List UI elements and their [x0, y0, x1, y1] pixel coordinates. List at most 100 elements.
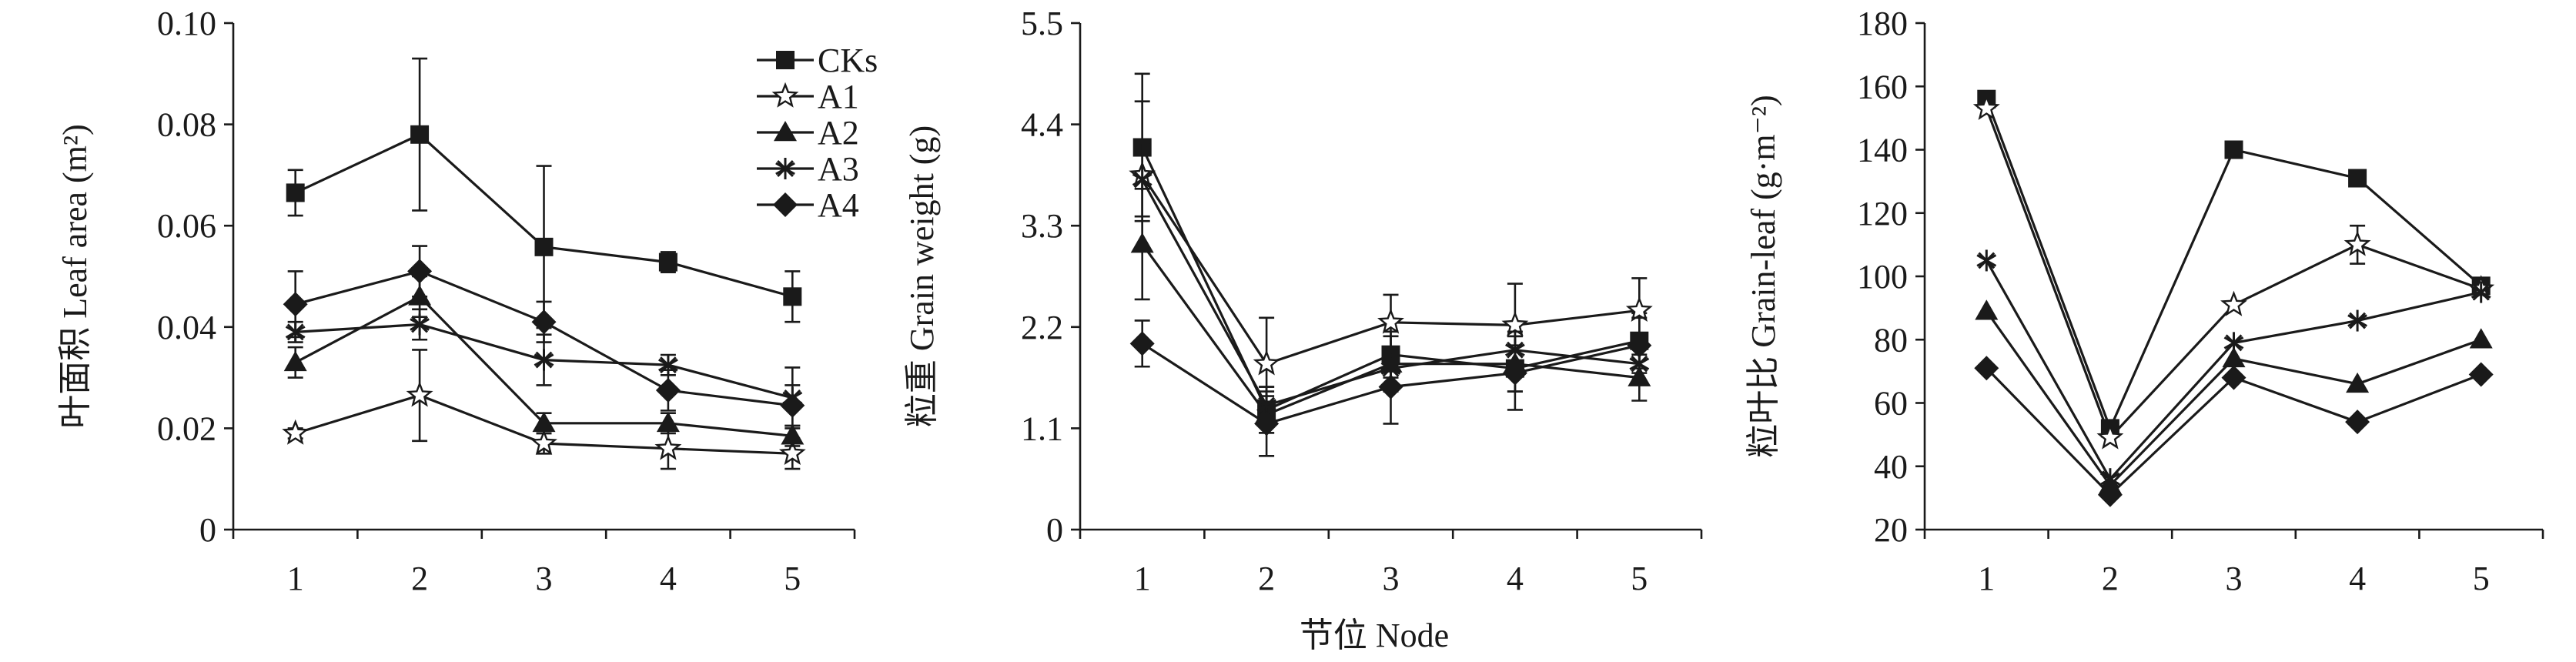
panel-3-y-axis-title: 粒叶比 Grain-leaf (g·m⁻²) [1745, 95, 1782, 457]
panel-1-point-a4 [531, 309, 557, 335]
panel-1-x-tick-label: 5 [784, 560, 801, 597]
panel-1-point-cks [783, 287, 802, 306]
chart-panel-2: 0 1.1 2.2 3.3 4.4 5.5 1 2 3 4 5 粒重 Grain weight (g) [903, 5, 1703, 597]
panel-3-y-tick-label: 20 [1874, 511, 1908, 549]
panel-1-point-a4 [283, 292, 308, 317]
panel-3-y-tick-label: 120 [1857, 195, 1908, 232]
panel-1-point-a4 [655, 378, 681, 403]
panel-3-x-tick-label: 3 [2226, 560, 2243, 597]
panel-3-x-tick-label: 1 [1978, 560, 1995, 597]
panel-2-y-tick-label: 2.2 [1021, 309, 1063, 346]
panel-1-x-tick-label: 3 [536, 560, 553, 597]
panel-1-x-tick-label: 1 [287, 560, 304, 597]
panel-3-x-tick-label: 4 [2349, 560, 2366, 597]
panel-1-point-a2 [781, 424, 805, 445]
panel-3-y-tick-label: 160 [1857, 68, 1908, 105]
panel-1-point-a1 [530, 429, 557, 455]
panel-3-y-tick-label: 60 [1874, 385, 1908, 423]
panel-1-point-a3 [410, 313, 430, 336]
legend-label-a1: A1 [818, 78, 859, 115]
panel-3-point-a4 [2221, 365, 2246, 390]
panel-1-y-tick-label: 0.02 [157, 410, 216, 447]
panel-1-y-tick-label: 0.06 [157, 207, 216, 245]
panel-2-point-a2 [1130, 232, 1154, 253]
panel-2-point-a1 [1253, 349, 1280, 376]
panel-1-point-cks [286, 183, 305, 202]
panel-1-point-cks [658, 252, 677, 272]
panel-1-y-tick-label: 0 [199, 511, 216, 549]
legend-marker-a2 [774, 121, 797, 142]
panel-3-point-a3 [2223, 332, 2244, 354]
panel-2-x-tick-label: 1 [1134, 560, 1151, 597]
panel-2-y-tick-label: 1.1 [1021, 410, 1063, 447]
legend-marker-a4 [773, 192, 798, 217]
legend-label-a3: A3 [818, 150, 859, 188]
panel-2-point-a4 [1378, 374, 1403, 400]
panel-2-x-tick-label: 3 [1383, 560, 1400, 597]
chart-panel-3: 20 40 60 80 100 120 140 160 180 1 2 3 4 5 粒叶比 Grain-le… [1745, 5, 2544, 597]
panel-1-x-tick-label: 2 [411, 560, 428, 597]
panel-2-point-a4 [1502, 360, 1527, 386]
panel-2-y-tick-label: 5.5 [1021, 5, 1063, 42]
panel-3-point-a1 [1972, 94, 2000, 120]
panel-2-y-tick-label: 3.3 [1021, 207, 1063, 245]
panel-3-point-cks [2348, 169, 2367, 188]
panel-3-point-a3 [2471, 281, 2491, 303]
panel-1-point-cks [410, 125, 430, 144]
panel-3-y-tick-label: 140 [1857, 132, 1908, 169]
panel-3-point-a1 [2343, 230, 2371, 256]
panel-1-point-a1 [282, 419, 309, 445]
panel-1-point-a1 [406, 381, 433, 407]
panel-2-x-tick-label: 4 [1507, 560, 1524, 597]
panel-3-x-tick-label: 2 [2102, 560, 2119, 597]
panel-1-y-tick-label: 0.08 [157, 106, 216, 144]
panel-1-point-a2 [283, 350, 307, 372]
panel-1-point-a2 [656, 411, 680, 433]
panel-3-x-tick-label: 5 [2473, 560, 2490, 597]
panel-3-point-a4 [2097, 482, 2123, 507]
panel-3-y-tick-label: 40 [1874, 448, 1908, 486]
panel-2-point-a4 [1627, 333, 1652, 358]
panel-2-x-tick-label: 2 [1258, 560, 1275, 597]
panel-3-y-tick-label: 80 [1874, 321, 1908, 359]
panel-3-point-a2 [2222, 346, 2246, 368]
legend-marker-cks [776, 51, 795, 69]
panel-2-point-a1 [1625, 296, 1653, 323]
panel-2-point-a1 [1377, 308, 1404, 334]
panel-3-y-tick-label: 100 [1857, 258, 1908, 296]
panel-1-point-a1 [654, 434, 682, 460]
panel-2-point-a1 [1501, 311, 1529, 337]
panel-2-y-axis-title: 粒重 Grain weight (g) [903, 125, 941, 427]
panel-1-point-cks [534, 237, 554, 256]
panel-1-y-tick-label: 0.04 [157, 309, 216, 346]
shared-x-axis-title: 节位 Node [1300, 617, 1449, 654]
panel-3-point-a4 [1974, 356, 1999, 381]
legend-marker-a1 [771, 82, 799, 108]
panel-3-point-a2 [2346, 372, 2370, 393]
panel-1-y-axis-title: 叶面积 Leaf area (m²) [56, 124, 94, 429]
panel-3-point-a4 [2345, 410, 2370, 435]
panel-2-y-tick-label: 0 [1046, 511, 1063, 549]
panel-3-point-a1 [2220, 290, 2247, 316]
panel-1-x-tick-label: 4 [660, 560, 677, 597]
legend-label-a2: A2 [818, 114, 859, 152]
panel-3-point-a2 [1975, 299, 1999, 320]
panel-3-point-cks [2224, 140, 2243, 159]
panel-1-point-a3 [534, 349, 554, 371]
panel-1-point-a4 [407, 259, 433, 284]
panel-3-y-tick-label: 180 [1857, 5, 1908, 42]
panel-2-point-a4 [1254, 411, 1280, 436]
legend-label-cks: CKs [818, 42, 878, 79]
panel-2-y-tick-label: 4.4 [1021, 106, 1063, 144]
panel-2-point-a3 [1132, 169, 1153, 191]
panel-1-point-a2 [532, 411, 556, 433]
panel-1-y-tick-label: 0.10 [157, 5, 216, 42]
panel-1-point-a4 [780, 393, 805, 418]
panel-3-point-a3 [2347, 309, 2367, 332]
panel-3-point-a3 [2100, 468, 2120, 490]
chart-panel-1: 0 0.02 0.04 0.06 0.08 0.10 1 2 3 4 5 叶面积 Leaf area … [56, 5, 856, 597]
panel-1-point-a1 [778, 440, 806, 466]
legend-marker-a3 [775, 158, 795, 179]
